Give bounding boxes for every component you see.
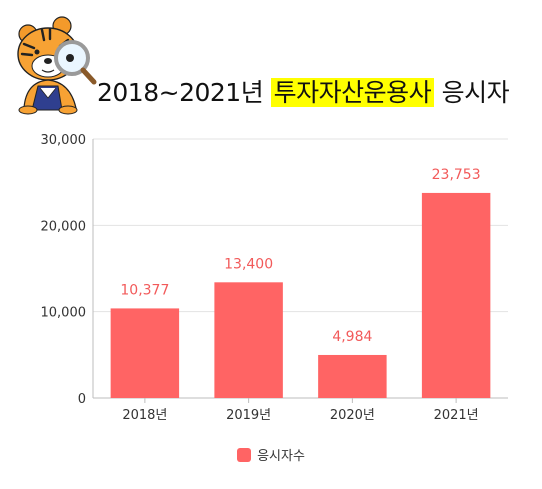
title-suffix: 응시자 [441, 78, 510, 107]
y-tick-label: 10,000 [41, 306, 87, 321]
bar[interactable] [214, 282, 283, 398]
x-tick-label: 2018년 [122, 408, 167, 423]
title-highlight: 투자자산운용사 [270, 78, 435, 107]
chart-title: 2018~2021년 투자자산운용사 응시자 [97, 73, 510, 109]
y-tick-label: 0 [78, 392, 86, 407]
x-tick-label: 2020년 [330, 408, 375, 423]
title-prefix: 2018~2021년 [97, 78, 264, 107]
chart-header: 2018~2021년 투자자산운용사 응시자 [0, 0, 542, 125]
x-tick-label: 2019년 [226, 408, 271, 423]
tiger-with-magnifier-icon [17, 16, 97, 115]
y-tick-label: 20,000 [41, 219, 87, 234]
data-label: 10,377 [120, 282, 169, 298]
x-tick-label: 2021년 [434, 408, 479, 423]
legend-swatch [237, 447, 252, 462]
data-label: 23,753 [432, 167, 481, 183]
y-tick-label: 30,000 [41, 133, 87, 148]
data-label: 13,400 [224, 256, 273, 272]
bar[interactable] [421, 192, 491, 398]
bar[interactable] [110, 308, 180, 398]
legend-label: 응시자수 [257, 449, 305, 464]
data-label: 4,984 [332, 329, 372, 345]
bar[interactable] [318, 354, 387, 398]
chart-legend[interactable]: 응시자수 [0, 445, 542, 464]
